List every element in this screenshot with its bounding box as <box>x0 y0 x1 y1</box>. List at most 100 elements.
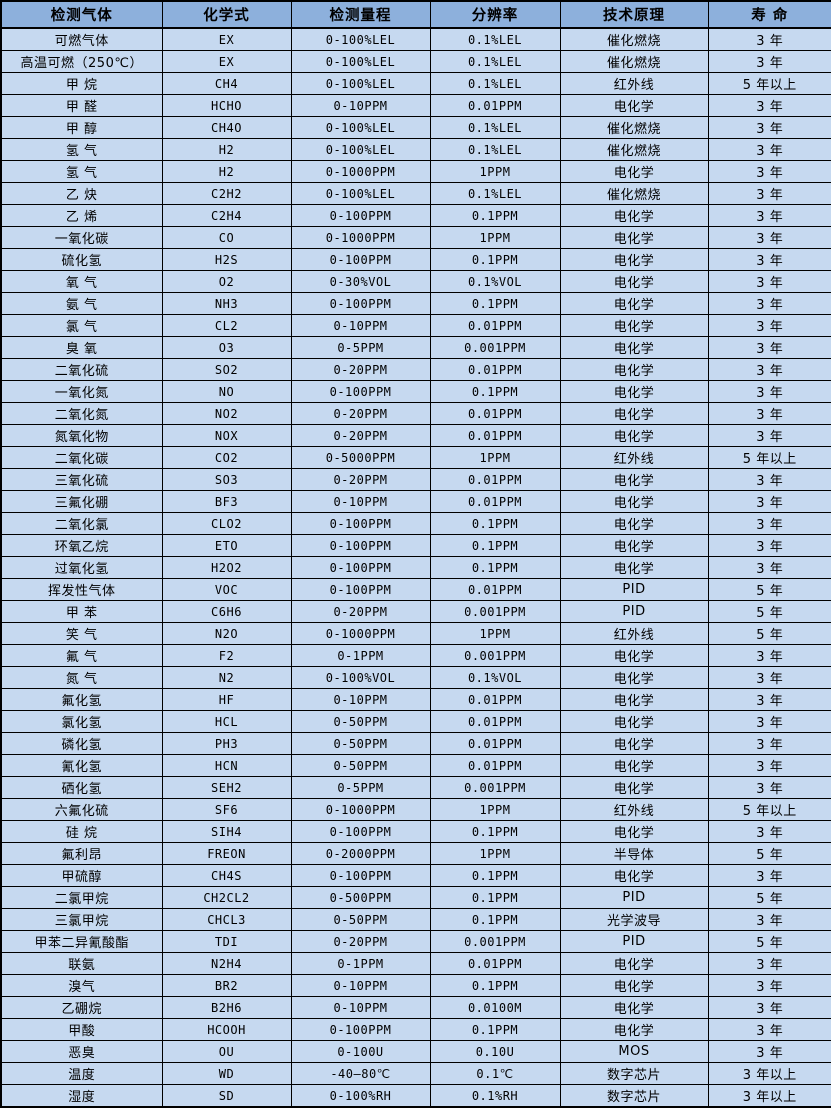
cell-range: 0-1000PPM <box>290 798 431 821</box>
cell-formula: CO <box>161 226 292 249</box>
cell-principle: 电化学 <box>559 556 709 579</box>
cell-life: 3 年 <box>707 424 831 447</box>
cell-life: 3 年 <box>707 204 831 227</box>
column-header-resolution: 分辨率 <box>429 0 561 29</box>
cell-formula: N2H4 <box>161 952 292 975</box>
cell-principle: PID <box>559 578 709 601</box>
cell-life: 3 年 <box>707 952 831 975</box>
cell-formula: HCHO <box>161 94 292 117</box>
cell-gas: 甲苯二异氰酸酯 <box>0 930 163 953</box>
cell-life: 3 年 <box>707 292 831 315</box>
cell-range: 0-100%LEL <box>290 116 431 139</box>
cell-range: 0-100PPM <box>290 248 431 271</box>
cell-range: 0-100PPM <box>290 292 431 315</box>
column-header-formula: 化学式 <box>161 0 292 29</box>
table-row: 氯 气 CL2 0-10PPM 0.01PPM 电化学 3 年 <box>0 314 831 337</box>
cell-formula: CL2 <box>161 314 292 337</box>
column-header-gas: 检测气体 <box>0 0 163 29</box>
cell-life: 3 年 <box>707 270 831 293</box>
cell-range: 0-20PPM <box>290 424 431 447</box>
table-row: 二氧化碳 CO2 0-5000PPM 1PPM 红外线 5 年以上 <box>0 446 831 469</box>
cell-principle: PID <box>559 886 709 909</box>
cell-formula: NOX <box>161 424 292 447</box>
cell-range: 0-1PPM <box>290 644 431 667</box>
cell-formula: HF <box>161 688 292 711</box>
column-header-life: 寿 命 <box>707 0 831 29</box>
cell-gas: 一氧化氮 <box>0 380 163 403</box>
cell-formula: NO2 <box>161 402 292 425</box>
cell-life: 3 年 <box>707 908 831 931</box>
cell-principle: 电化学 <box>559 380 709 403</box>
cell-resolution: 0.1PPM <box>429 864 561 887</box>
cell-life: 5 年以上 <box>707 798 831 821</box>
cell-resolution: 0.01PPM <box>429 732 561 755</box>
cell-resolution: 0.1℃ <box>429 1062 561 1085</box>
cell-life: 3 年 <box>707 358 831 381</box>
cell-principle: 电化学 <box>559 710 709 733</box>
cell-resolution: 0.0100M <box>429 996 561 1019</box>
cell-gas: 二氯甲烷 <box>0 886 163 909</box>
cell-formula: PH3 <box>161 732 292 755</box>
cell-principle: 电化学 <box>559 666 709 689</box>
table-row: 甲酸 HCOOH 0-100PPM 0.1PPM 电化学 3 年 <box>0 1018 831 1041</box>
cell-principle: 光学波导 <box>559 908 709 931</box>
cell-life: 3 年 <box>707 1040 831 1063</box>
cell-resolution: 0.01PPM <box>429 688 561 711</box>
cell-range: 0-5PPM <box>290 336 431 359</box>
column-header-range: 检测量程 <box>290 0 431 29</box>
cell-resolution: 0.01PPM <box>429 402 561 425</box>
cell-principle: 数字芯片 <box>559 1084 709 1108</box>
cell-life: 3 年 <box>707 314 831 337</box>
cell-gas: 挥发性气体 <box>0 578 163 601</box>
cell-range: 0-10PPM <box>290 974 431 997</box>
cell-life: 3 年 <box>707 1018 831 1041</box>
cell-life: 3 年 <box>707 468 831 491</box>
cell-life: 3 年 <box>707 50 831 73</box>
cell-gas: 湿度 <box>0 1084 163 1108</box>
cell-resolution: 1PPM <box>429 226 561 249</box>
cell-resolution: 0.1%LEL <box>429 116 561 139</box>
cell-formula: HCL <box>161 710 292 733</box>
cell-gas: 三氧化硫 <box>0 468 163 491</box>
cell-principle: 催化燃烧 <box>559 138 709 161</box>
cell-formula: CH4S <box>161 864 292 887</box>
cell-resolution: 0.01PPM <box>429 94 561 117</box>
table-row: 磷化氢 PH3 0-50PPM 0.01PPM 电化学 3 年 <box>0 732 831 755</box>
cell-life: 3 年 <box>707 864 831 887</box>
cell-formula: NO <box>161 380 292 403</box>
cell-life: 3 年 <box>707 512 831 535</box>
cell-gas: 氯 气 <box>0 314 163 337</box>
cell-principle: 电化学 <box>559 314 709 337</box>
cell-gas: 氨 气 <box>0 292 163 315</box>
cell-principle: 红外线 <box>559 72 709 95</box>
table-row: 恶臭 OU 0-100U 0.10U MOS 3 年 <box>0 1040 831 1063</box>
cell-resolution: 0.01PPM <box>429 754 561 777</box>
cell-range: 0-1000PPM <box>290 160 431 183</box>
cell-gas: 联氨 <box>0 952 163 975</box>
cell-range: 0-20PPM <box>290 930 431 953</box>
table-row: 可燃气体 EX 0-100%LEL 0.1%LEL 催化燃烧 3 年 <box>0 27 831 51</box>
cell-principle: 电化学 <box>559 1018 709 1041</box>
cell-formula: N2O <box>161 622 292 645</box>
cell-life: 3 年 <box>707 336 831 359</box>
cell-formula: SF6 <box>161 798 292 821</box>
table-row: 氢 气 H2 0-1000PPM 1PPM 电化学 3 年 <box>0 160 831 183</box>
cell-life: 3 年 <box>707 160 831 183</box>
table-row: 乙 炔 C2H2 0-100%LEL 0.1%LEL 催化燃烧 3 年 <box>0 182 831 205</box>
cell-resolution: 0.1PPM <box>429 974 561 997</box>
cell-gas: 三氟化硼 <box>0 490 163 513</box>
table-row: 氮 气 N2 0-100%VOL 0.1%VOL 电化学 3 年 <box>0 666 831 689</box>
cell-gas: 磷化氢 <box>0 732 163 755</box>
cell-resolution: 0.1%VOL <box>429 666 561 689</box>
cell-principle: 电化学 <box>559 226 709 249</box>
cell-life: 3 年以上 <box>707 1062 831 1085</box>
cell-resolution: 0.001PPM <box>429 600 561 623</box>
cell-principle: 电化学 <box>559 160 709 183</box>
cell-gas: 氟 气 <box>0 644 163 667</box>
table-row: 甲硫醇 CH4S 0-100PPM 0.1PPM 电化学 3 年 <box>0 864 831 887</box>
cell-principle: PID <box>559 930 709 953</box>
table-row: 六氟化硫 SF6 0-1000PPM 1PPM 红外线 5 年以上 <box>0 798 831 821</box>
cell-life: 5 年 <box>707 600 831 623</box>
table-row: 氨 气 NH3 0-100PPM 0.1PPM 电化学 3 年 <box>0 292 831 315</box>
